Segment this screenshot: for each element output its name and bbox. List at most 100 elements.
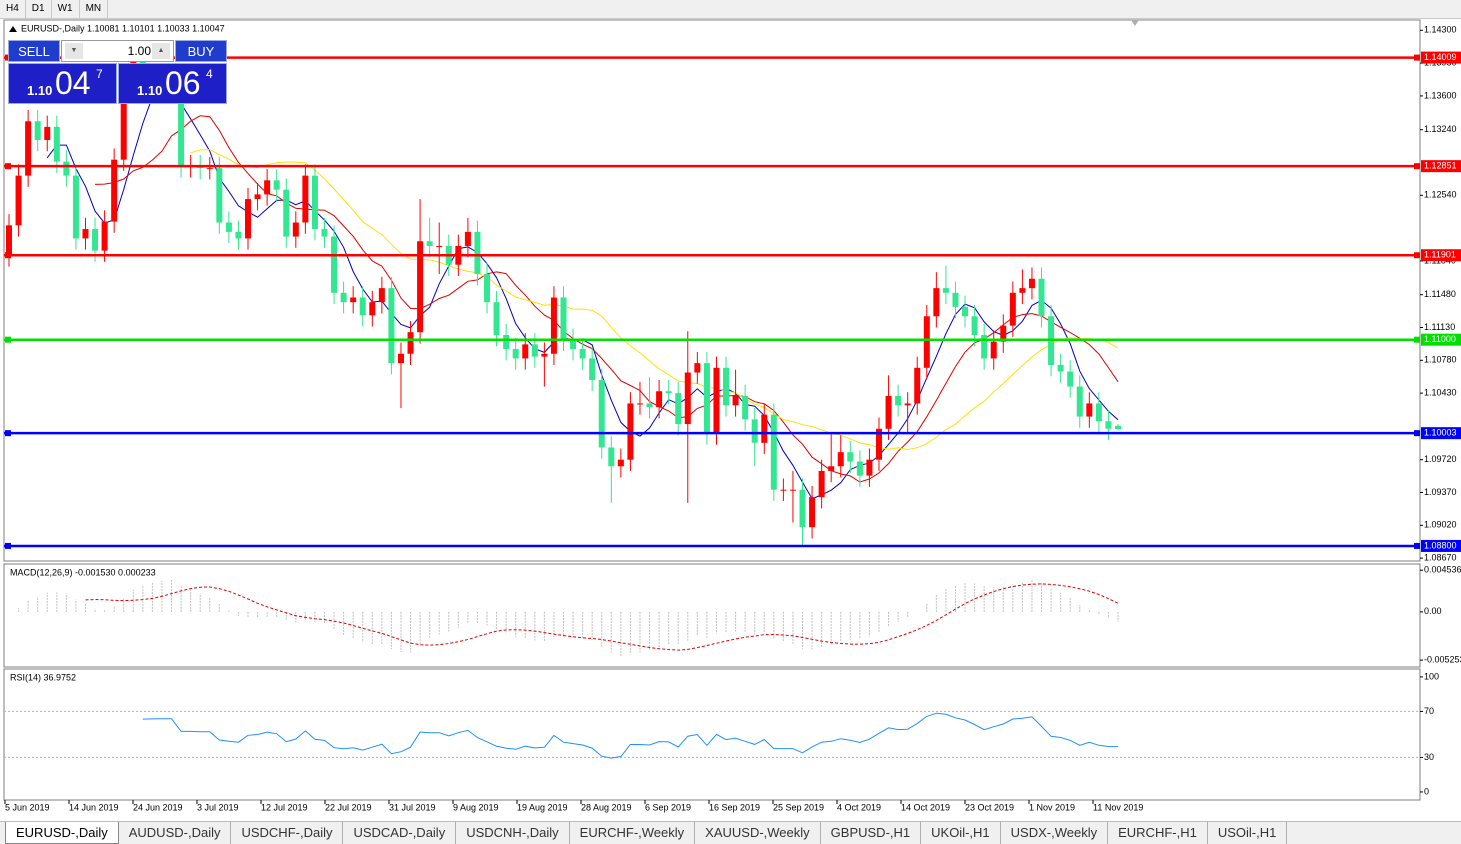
level-label-box <box>1421 333 1461 346</box>
chart-tab[interactable]: XAUUSD-,Weekly <box>695 822 821 844</box>
candle-body <box>875 428 882 460</box>
candle-body <box>1095 403 1102 422</box>
chart: EURUSD-,Daily 1.10081 1.10101 1.10033 1.… <box>3 19 1461 812</box>
candle-body <box>751 419 758 443</box>
x-tick-label: 11 Nov 2019 <box>1093 802 1143 812</box>
y-tick-label: 70 <box>1424 706 1434 716</box>
chart-tab[interactable]: UKOil-,H1 <box>921 822 1001 844</box>
chart-tab[interactable]: EURCHF-,Weekly <box>570 822 696 844</box>
candle-body <box>1028 278 1035 289</box>
candle-body <box>273 180 280 190</box>
macd-label: MACD(12,26,9) -0.001530 0.000233 <box>10 567 156 577</box>
chart-tab[interactable]: AUDUSD-,Daily <box>119 822 232 844</box>
timeframe-button[interactable]: H4 <box>0 0 26 18</box>
candle-body <box>933 288 940 317</box>
timeframe-button[interactable]: MN <box>80 0 109 18</box>
candle-body <box>25 121 32 176</box>
x-tick-label: 22 Jul 2019 <box>325 802 372 812</box>
y-tick-label: 0 <box>1424 786 1429 796</box>
candle-body <box>331 236 338 293</box>
level-label: 1.14009 <box>1424 52 1457 62</box>
x-tick-label: 31 Jul 2019 <box>389 802 436 812</box>
candle-body <box>971 316 978 335</box>
candle-body <box>245 199 252 239</box>
candle-body <box>789 489 796 491</box>
candle-body <box>636 403 643 405</box>
lot-down[interactable]: ▼ <box>65 43 83 59</box>
candle-body <box>895 395 902 406</box>
level-handle <box>5 430 11 437</box>
candle-body <box>206 168 213 170</box>
buy-button[interactable]: BUY <box>175 40 227 62</box>
candle-body <box>101 221 108 251</box>
candle-body <box>1000 325 1007 342</box>
candle-body <box>560 297 567 340</box>
candle-body <box>82 229 89 239</box>
candle-body <box>216 168 223 223</box>
level-handle <box>1414 163 1420 170</box>
timeframe-toolbar: H4 D1 W1 MN <box>0 0 1461 19</box>
x-tick-label: 25 Sep 2019 <box>773 802 824 812</box>
lot-input[interactable]: ▼ 1.00 ▲ <box>61 40 174 62</box>
rsi-line <box>142 712 1119 759</box>
moving-average <box>190 149 1119 451</box>
candle-body <box>264 180 271 195</box>
level-handle <box>5 336 11 343</box>
x-tick-label: 28 Aug 2019 <box>581 802 632 812</box>
x-tick-label: 14 Jun 2019 <box>69 802 119 812</box>
x-tick-label: 4 Oct 2019 <box>837 802 881 812</box>
candle-body <box>742 395 749 420</box>
candle-body <box>617 459 624 467</box>
y-tick-label: 1.09720 <box>1424 454 1457 464</box>
macd-signal <box>85 583 1119 651</box>
candle-body <box>847 452 854 462</box>
level-handle <box>5 252 11 259</box>
chart-tab[interactable]: USOil-,H1 <box>1208 822 1288 844</box>
candle-body <box>531 344 538 357</box>
sell-button[interactable]: SELL <box>8 40 60 62</box>
chart-tab[interactable]: EURCHF-,H1 <box>1108 822 1208 844</box>
candle-body <box>608 447 615 467</box>
candle-body <box>694 363 701 373</box>
candle-body <box>598 380 605 448</box>
level-label: 1.11901 <box>1424 250 1456 260</box>
candle-body <box>904 403 911 406</box>
shift-marker <box>1131 20 1139 26</box>
candle-body <box>770 414 777 490</box>
candle-body <box>942 288 949 293</box>
level-handle <box>5 163 11 170</box>
y-tick-label: 1.10780 <box>1424 355 1457 365</box>
ask-big: 1.10 <box>137 83 163 98</box>
candle-body <box>311 175 318 230</box>
bid-price[interactable]: 1.10 04 7 <box>8 63 117 104</box>
timeframe-button[interactable]: D1 <box>26 0 52 18</box>
bid-main: 04 <box>55 65 91 101</box>
ask-price[interactable]: 1.10 06 4 <box>118 63 227 104</box>
level-handle <box>1414 336 1420 343</box>
candle-body <box>713 367 720 434</box>
candle-body <box>53 126 60 162</box>
chart-tab[interactable]: USDX-,Weekly <box>1001 822 1109 844</box>
lot-up[interactable]: ▲ <box>152 43 170 59</box>
level-label-box <box>1421 427 1461 440</box>
y-tick-label: 1.14300 <box>1424 25 1457 35</box>
chart-tab[interactable]: USDCHF-,Daily <box>231 822 344 844</box>
candle-body <box>1009 292 1016 326</box>
x-tick-label: 1 Nov 2019 <box>1029 802 1075 812</box>
collapse-arrow[interactable] <box>9 26 17 32</box>
candle-body <box>732 395 739 406</box>
candle-body <box>378 288 385 303</box>
timeframe-button[interactable]: W1 <box>52 0 80 18</box>
candle-body <box>6 225 12 256</box>
candle-body <box>856 461 863 476</box>
chart-tab[interactable]: EURUSD-,Daily <box>5 822 119 844</box>
y-tick-label: 1.08670 <box>1424 553 1457 563</box>
chart-tab[interactable]: USDCNH-,Daily <box>456 822 570 844</box>
chart-tab[interactable]: USDCAD-,Daily <box>343 822 457 844</box>
candle-body <box>981 335 988 359</box>
candle-body <box>484 274 491 303</box>
candle-body <box>340 292 347 303</box>
rsi-label: RSI(14) 36.9752 <box>10 672 76 682</box>
level-label: 1.12851 <box>1424 161 1457 171</box>
chart-tab[interactable]: GBPUSD-,H1 <box>821 822 922 844</box>
